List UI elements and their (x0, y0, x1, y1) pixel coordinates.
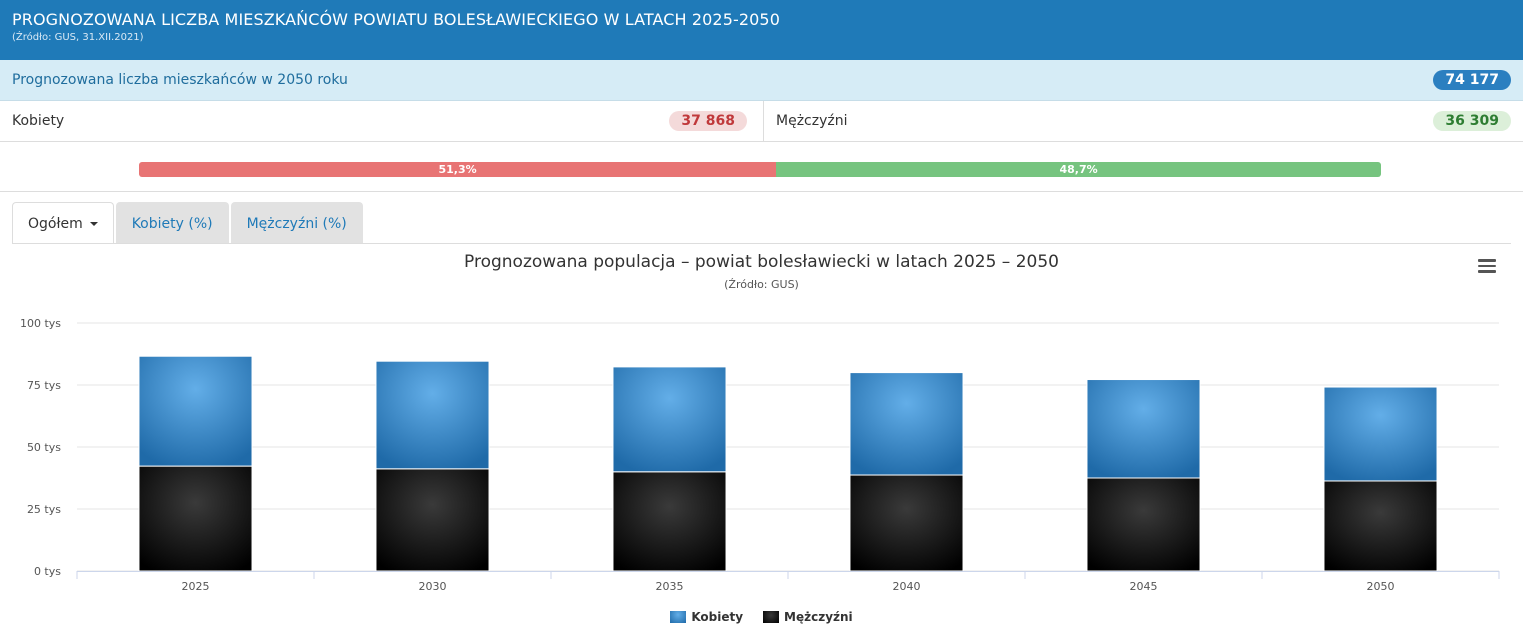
gender-progress-bar: 51,3% 48,7% (139, 162, 1381, 177)
page-header: PROGNOZOWANA LICZBA MIESZKAŃCÓW POWIATU … (0, 0, 1523, 60)
tab-mezczyzni-percent[interactable]: Mężczyźni (%) (230, 202, 363, 244)
bar-kobiety-2050[interactable] (1323, 386, 1438, 482)
y-tick-label: 50 tys (27, 441, 61, 454)
x-tick-label: 2050 (1367, 580, 1395, 593)
x-tick-label: 2040 (893, 580, 921, 593)
legend-label-kobiety: Kobiety (691, 610, 744, 624)
legend-item-mezczyzni[interactable]: Mężczyźni (763, 610, 853, 624)
page-subtitle: (Źródło: GUS, 31.XII.2021) (12, 32, 144, 43)
total-label: Prognozowana liczba mieszkańców w 2050 r… (12, 72, 348, 88)
chart-title: Prognozowana populacja – powiat bolesław… (464, 252, 1059, 272)
y-tick-label: 75 tys (27, 379, 61, 392)
tab-ogolem-label: Ogółem (28, 215, 83, 232)
bar-mezczyzni-2035[interactable] (612, 471, 727, 572)
total-badge: 74 177 (1433, 70, 1511, 90)
women-label: Kobiety (12, 113, 65, 129)
x-tick-label: 2045 (1130, 580, 1158, 593)
bar-kobiety-2045[interactable] (1086, 379, 1201, 479)
tab-mezczyzni-label: Mężczyźni (%) (246, 215, 347, 232)
bar-mezczyzni-2030[interactable] (375, 468, 490, 572)
x-tick-label: 2030 (419, 580, 447, 593)
bar-kobiety-2035[interactable] (612, 366, 727, 473)
women-progress-segment: 51,3% (139, 162, 777, 177)
tab-underline (12, 243, 1511, 244)
men-badge: 36 309 (1433, 111, 1511, 131)
x-tick-label: 2035 (656, 580, 684, 593)
women-cell: Kobiety 37 868 (0, 101, 764, 141)
tab-kobiety-percent[interactable]: Kobiety (%) (115, 202, 229, 244)
chart-tabs: Ogółem Kobiety (%) Mężczyźni (%) (12, 202, 365, 244)
tab-ogolem[interactable]: Ogółem (12, 202, 114, 244)
y-tick-label: 0 tys (34, 565, 61, 578)
legend-swatch-kobiety (670, 611, 687, 623)
section-divider (0, 191, 1523, 192)
bar-kobiety-2025[interactable] (138, 355, 253, 467)
bar-mezczyzni-2025[interactable] (138, 465, 253, 572)
bar-mezczyzni-2050[interactable] (1323, 480, 1438, 572)
stacked-bar-chart: 0 tys 25 tys 50 tys 75 tys 100 tys 2025 2030 20… (20, 317, 1500, 593)
total-population-row: Prognozowana liczba mieszkańców w 2050 r… (0, 60, 1523, 101)
tab-kobiety-label: Kobiety (%) (131, 215, 213, 232)
x-tick-label: 2025 (182, 580, 210, 593)
page-title: PROGNOZOWANA LICZBA MIESZKAŃCÓW POWIATU … (12, 10, 780, 29)
chart-legend: Kobiety Mężczyźni (0, 610, 1523, 624)
men-progress-segment: 48,7% (776, 162, 1381, 177)
men-cell: Mężczyźni 36 309 (764, 101, 1523, 141)
women-badge: 37 868 (669, 111, 747, 131)
bar-kobiety-2030[interactable] (375, 360, 490, 470)
legend-swatch-mezczyzni (763, 611, 780, 623)
bar-kobiety-2040[interactable] (849, 372, 964, 476)
chart-subtitle: (Źródło: GUS) (724, 278, 799, 291)
bar-mezczyzni-2040[interactable] (849, 474, 964, 572)
gender-row: Kobiety 37 868 Mężczyźni 36 309 (0, 101, 1523, 142)
men-label: Mężczyźni (776, 113, 848, 129)
bar-mezczyzni-2045[interactable] (1086, 477, 1201, 572)
y-tick-label: 100 tys (20, 317, 61, 330)
legend-label-mezczyzni: Mężczyźni (784, 610, 853, 624)
y-tick-label: 25 tys (27, 503, 61, 516)
legend-item-kobiety[interactable]: Kobiety (670, 610, 743, 624)
caret-down-icon (89, 221, 98, 226)
hamburger-menu-icon[interactable] (1478, 259, 1496, 273)
